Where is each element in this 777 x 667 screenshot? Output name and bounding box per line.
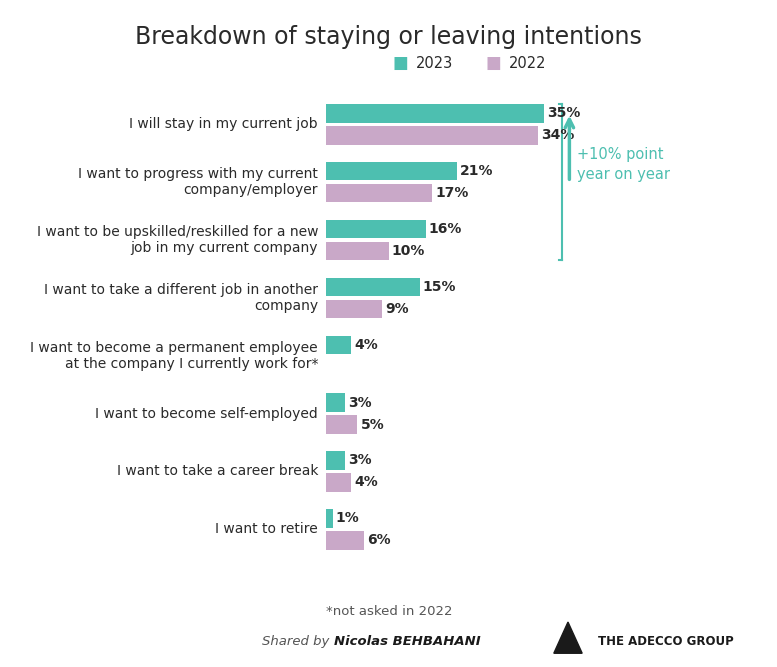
Text: 9%: 9% — [385, 302, 409, 316]
Bar — [326, 416, 357, 434]
Text: +10% point
year on year: +10% point year on year — [577, 147, 671, 182]
Text: 1%: 1% — [336, 512, 360, 526]
Bar — [326, 509, 333, 528]
Text: ■: ■ — [486, 55, 501, 72]
Text: ■: ■ — [392, 55, 408, 72]
Text: 15%: 15% — [423, 280, 456, 294]
Text: 2022: 2022 — [509, 56, 546, 71]
Text: 4%: 4% — [354, 476, 378, 490]
Text: 21%: 21% — [460, 164, 493, 178]
Bar — [326, 277, 420, 296]
Text: 35%: 35% — [547, 106, 580, 120]
Text: 2023: 2023 — [416, 56, 453, 71]
Text: 17%: 17% — [435, 186, 469, 200]
Bar — [326, 452, 345, 470]
Text: 3%: 3% — [348, 454, 371, 468]
Bar — [326, 394, 345, 412]
Bar — [326, 220, 426, 238]
Text: Nicolas BEHBAHANI: Nicolas BEHBAHANI — [334, 635, 481, 648]
Text: 16%: 16% — [429, 222, 462, 236]
Text: 10%: 10% — [392, 244, 425, 258]
Bar — [326, 299, 382, 318]
Bar — [326, 184, 432, 202]
Text: 34%: 34% — [541, 128, 574, 142]
Text: THE ADECCO GROUP: THE ADECCO GROUP — [598, 635, 734, 648]
Bar — [326, 473, 351, 492]
Text: Shared by: Shared by — [263, 635, 334, 648]
Bar — [326, 336, 351, 354]
Bar — [326, 531, 364, 550]
Bar — [326, 104, 544, 123]
Text: 4%: 4% — [354, 338, 378, 352]
Text: *not asked in 2022: *not asked in 2022 — [326, 606, 453, 618]
Text: 5%: 5% — [361, 418, 385, 432]
Text: 6%: 6% — [367, 534, 390, 548]
Polygon shape — [554, 622, 582, 653]
Bar — [326, 241, 388, 260]
Bar — [326, 162, 457, 181]
Bar — [326, 126, 538, 145]
Text: 3%: 3% — [348, 396, 371, 410]
Text: Breakdown of staying or leaving intentions: Breakdown of staying or leaving intentio… — [135, 25, 642, 49]
